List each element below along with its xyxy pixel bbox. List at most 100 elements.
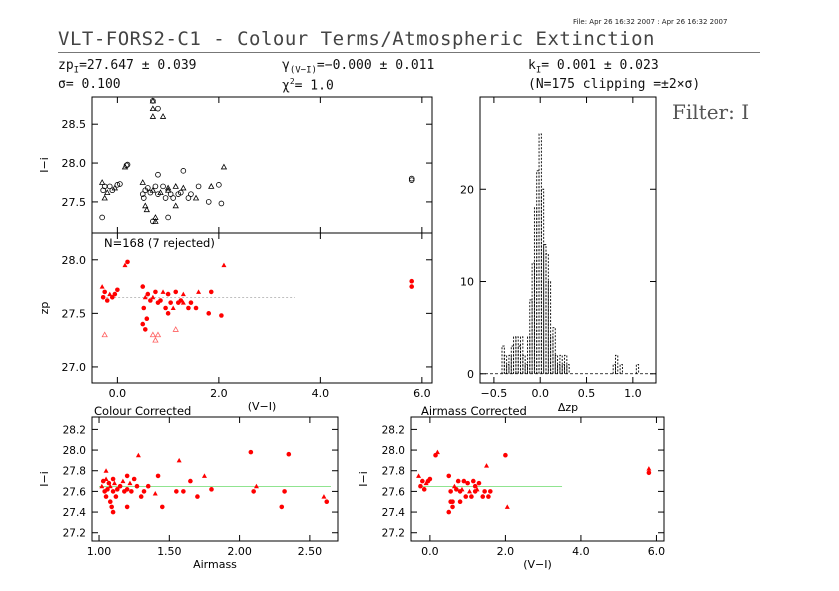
airmass-point (465, 480, 470, 486)
colour-point (209, 487, 214, 492)
raw-point (408, 175, 415, 182)
airmass-point (423, 480, 429, 486)
raw-point (188, 191, 194, 197)
raw-point (162, 195, 169, 201)
colour-ytick-label: 27.6 (63, 486, 87, 498)
raw-rejected-point (152, 218, 159, 224)
zp-ytick-label: 28.0 (62, 254, 87, 267)
colour-point (135, 452, 141, 458)
zp-point (153, 289, 158, 295)
zp-label: zp (58, 58, 74, 73)
page-title: VLT-FORS2-C1 - Colour Terms/Atmospheric … (58, 28, 655, 50)
colour-point (248, 449, 254, 455)
airmass-ytick-label: 27.6 (382, 486, 406, 498)
airmass-xtick-label: 0.0 (421, 545, 439, 558)
hist-bin (506, 364, 510, 374)
hist-ytick-label: 20 (460, 183, 474, 196)
airmass-point (482, 489, 487, 494)
raw-point (205, 199, 212, 205)
colour-point (251, 489, 256, 494)
zp-point (409, 278, 415, 284)
colour-point (124, 504, 130, 510)
zp-point (163, 305, 168, 311)
raw-point (98, 179, 106, 185)
colour-ytick-label: 27.4 (63, 507, 87, 519)
colour-point (159, 504, 165, 510)
colour-point (253, 483, 259, 489)
airmass-point (448, 499, 453, 505)
colour-point (321, 494, 327, 499)
airmass-point (471, 478, 476, 484)
raw-point (220, 163, 228, 170)
zp-frame (91, 232, 433, 384)
zp-point (193, 305, 199, 311)
colour-point (141, 489, 147, 494)
zp-subscript: I (73, 65, 80, 76)
gamma-readout: γ(V−I)=−0.000 ± 0.011 (282, 58, 434, 76)
raw-ytick-label: 28.0 (62, 157, 87, 170)
colour-point (103, 476, 109, 481)
airmass-point (463, 494, 469, 499)
hist-xtick-label: −0.5 (481, 387, 508, 400)
airmass-point (421, 487, 427, 492)
zp-point (145, 291, 151, 297)
colour-point (152, 490, 158, 496)
raw-point (157, 189, 164, 195)
hist-bin (524, 364, 528, 374)
title-rule (58, 52, 760, 53)
zp-point (141, 305, 147, 311)
zp-point (122, 262, 128, 268)
airmass-point (472, 483, 478, 489)
hist-bin (635, 364, 640, 374)
hist-bin (501, 345, 505, 374)
hist-bin (522, 354, 526, 374)
raw-point (180, 184, 187, 191)
hist-xtick-label: 0.0 (531, 387, 549, 400)
airmass-ytick-label: 28.2 (382, 424, 405, 436)
colour-point (201, 473, 207, 478)
clip-readout: (N=175 clipping =±2×σ) (528, 77, 701, 92)
raw-point (155, 171, 161, 178)
airmass-frame (410, 416, 665, 542)
zp-point (180, 300, 186, 305)
colour-ylabel: I−i (38, 471, 51, 487)
raw-point (117, 181, 123, 187)
airmass-point (451, 483, 457, 489)
colour-point (131, 476, 137, 482)
hist-bin (615, 354, 619, 374)
airmass-point (469, 494, 474, 499)
gamma-value: =−0.000 ± 0.011 (316, 58, 435, 73)
zp-point (165, 311, 171, 316)
colour-point (155, 473, 161, 479)
zp-point (112, 291, 118, 297)
zp-point (160, 289, 166, 294)
gamma-subscript: (V−I) (289, 65, 317, 76)
airmass-ytick-label: 28.0 (382, 445, 405, 457)
zp-point (150, 294, 156, 300)
zp-point (186, 305, 191, 311)
k-readout: kI= 0.001 ± 0.023 (528, 58, 659, 76)
file-info: File: Apr 26 16:32 2007 : Apr 26 16:32 2… (573, 18, 728, 26)
colour-point (176, 457, 182, 463)
hist-xtick-label: 0.5 (578, 387, 596, 400)
hist-ytick-label: 10 (460, 276, 474, 289)
airmass-point (457, 499, 463, 505)
colour-point (124, 487, 130, 492)
hist-bin (612, 364, 616, 374)
colour-xtick-label: 2.50 (298, 545, 323, 558)
hist-bin (547, 281, 552, 374)
raw-point (160, 183, 166, 190)
airmass-point (446, 509, 452, 515)
zp-point (115, 287, 120, 293)
airmass-point (418, 483, 423, 489)
raw-point (142, 202, 149, 209)
colour-point (110, 476, 116, 482)
zp-point (219, 313, 224, 318)
colour-point (127, 480, 133, 486)
colour-point (109, 504, 114, 510)
colour-point (129, 489, 134, 494)
zp-point (107, 291, 113, 297)
zp-point (144, 316, 150, 322)
zp-xtick-label: 4.0 (312, 387, 330, 400)
zp-point (102, 289, 107, 295)
